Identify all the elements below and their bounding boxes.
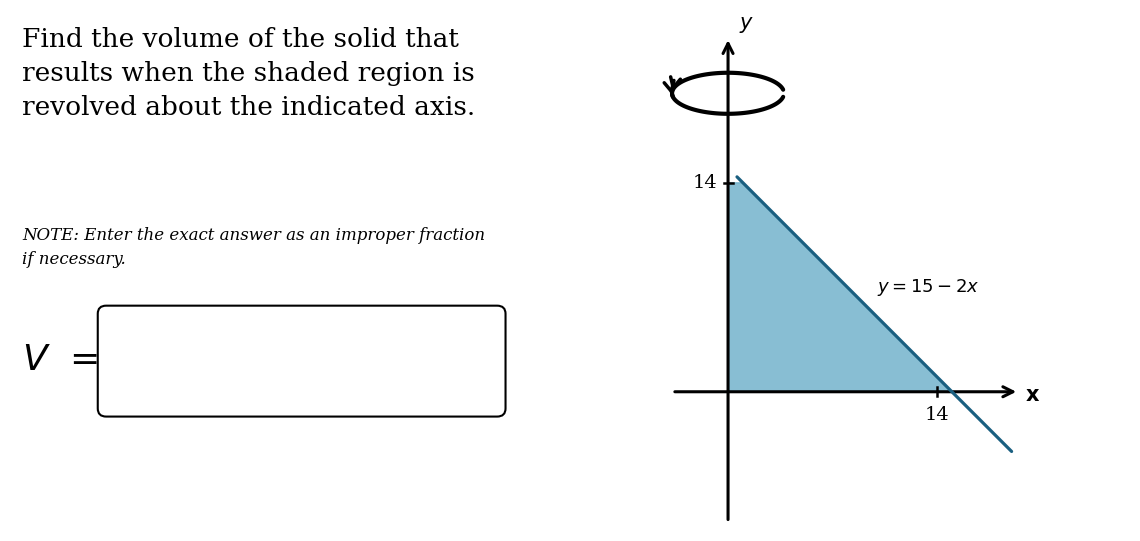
Text: $\mathbf{x}$: $\mathbf{x}$ bbox=[1025, 386, 1040, 406]
Text: 14: 14 bbox=[693, 174, 717, 192]
Text: Find the volume of the solid that
results when the shaded region is
revolved abo: Find the volume of the solid that result… bbox=[23, 27, 475, 120]
Text: NOTE: Enter the exact answer as an improper fraction
if necessary.: NOTE: Enter the exact answer as an impro… bbox=[23, 227, 486, 268]
Text: $y = 15 - 2x$: $y = 15 - 2x$ bbox=[878, 277, 979, 298]
Polygon shape bbox=[728, 183, 952, 392]
Text: 14: 14 bbox=[925, 406, 950, 424]
FancyBboxPatch shape bbox=[98, 306, 505, 417]
Text: $V$  =: $V$ = bbox=[23, 343, 98, 377]
Text: $y$: $y$ bbox=[739, 16, 755, 36]
